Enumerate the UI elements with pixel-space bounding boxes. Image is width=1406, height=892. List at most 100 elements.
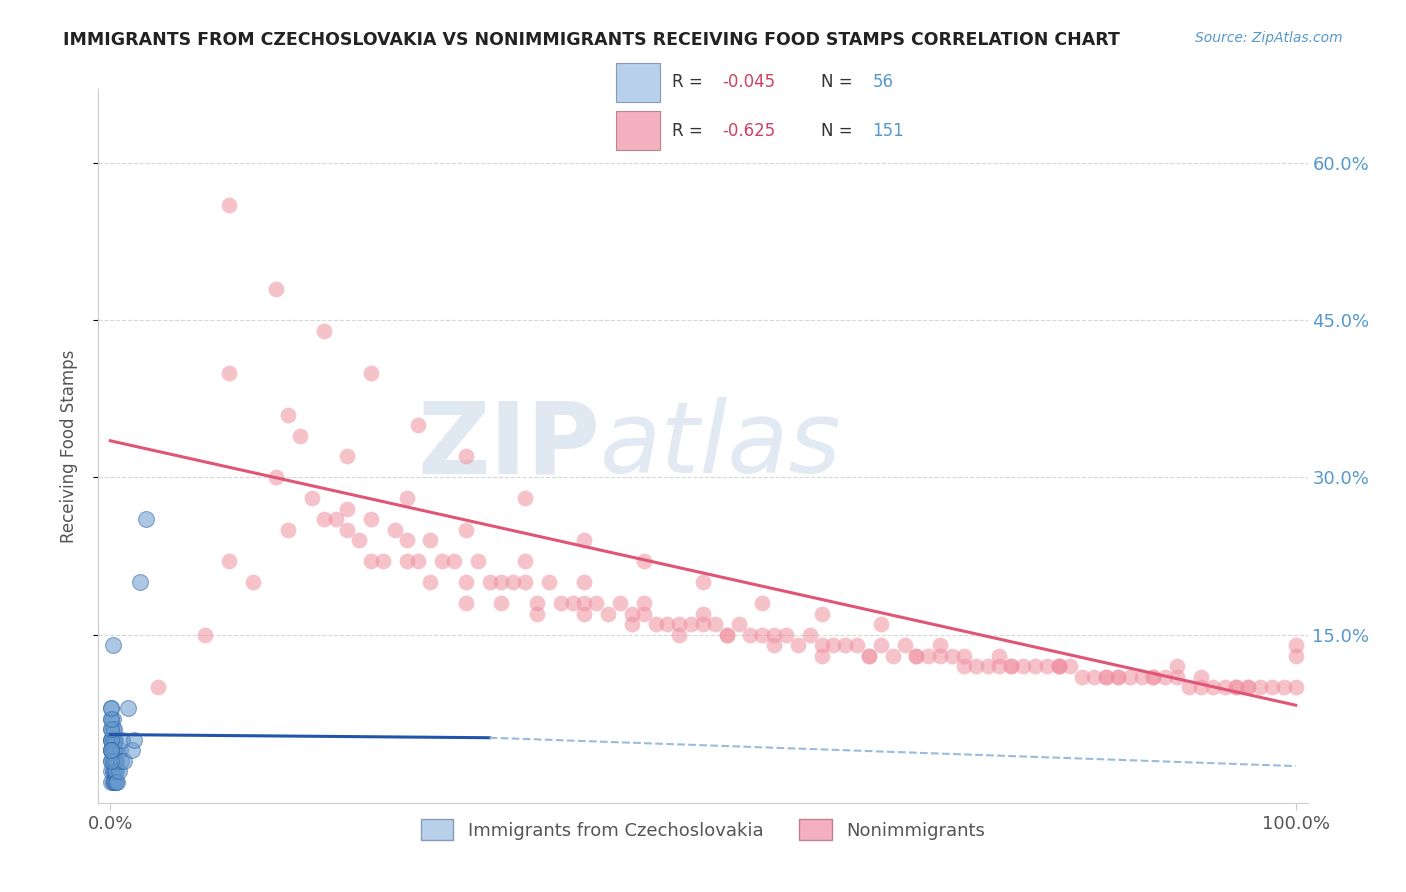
- Point: [104, 754, 127, 768]
- Point: [550, 596, 572, 610]
- Point: [371, 554, 394, 568]
- Point: [1107, 670, 1129, 684]
- Point: [1225, 681, 1247, 695]
- Point: [384, 523, 406, 537]
- Point: [432, 554, 454, 568]
- Point: [103, 743, 125, 757]
- Point: [111, 732, 134, 747]
- Point: [1024, 659, 1046, 673]
- Point: [454, 523, 477, 537]
- Y-axis label: Receiving Food Stamps: Receiving Food Stamps: [59, 350, 77, 542]
- Point: [515, 491, 537, 506]
- Point: [1107, 670, 1129, 684]
- Point: [277, 408, 299, 422]
- Point: [1189, 670, 1212, 684]
- Point: [1059, 659, 1081, 673]
- Point: [1047, 659, 1070, 673]
- Point: [1213, 681, 1236, 695]
- Text: IMMIGRANTS FROM CZECHOSLOVAKIA VS NONIMMIGRANTS RECEIVING FOOD STAMPS CORRELATIO: IMMIGRANTS FROM CZECHOSLOVAKIA VS NONIMM…: [63, 31, 1121, 49]
- Point: [858, 648, 880, 663]
- Point: [101, 743, 124, 757]
- Point: [1285, 681, 1308, 695]
- Point: [561, 596, 583, 610]
- Text: 151: 151: [872, 121, 904, 139]
- Point: [129, 575, 152, 590]
- Point: [1189, 681, 1212, 695]
- Point: [101, 732, 124, 747]
- Point: [905, 648, 928, 663]
- Point: [312, 324, 335, 338]
- Text: N =: N =: [821, 73, 858, 91]
- Point: [1285, 639, 1308, 653]
- Point: [620, 607, 643, 621]
- Text: R =: R =: [672, 121, 707, 139]
- Point: [1000, 659, 1022, 673]
- Point: [101, 732, 124, 747]
- Point: [104, 764, 127, 779]
- Point: [1142, 670, 1164, 684]
- Point: [644, 617, 666, 632]
- Point: [751, 628, 773, 642]
- Point: [117, 701, 139, 715]
- Point: [763, 628, 786, 642]
- Point: [823, 639, 845, 653]
- Point: [454, 575, 477, 590]
- Point: [395, 533, 418, 548]
- Point: [336, 523, 359, 537]
- Point: [110, 754, 132, 768]
- Point: [1095, 670, 1118, 684]
- Point: [1095, 670, 1118, 684]
- Point: [146, 681, 169, 695]
- Point: [515, 554, 537, 568]
- Point: [740, 628, 762, 642]
- Point: [100, 743, 122, 757]
- Point: [1083, 670, 1105, 684]
- Point: [1036, 659, 1059, 673]
- Point: [905, 648, 928, 663]
- Point: [395, 554, 418, 568]
- Point: [100, 743, 122, 757]
- Point: [101, 764, 124, 779]
- Point: [952, 659, 974, 673]
- Point: [288, 428, 311, 442]
- Point: [103, 743, 125, 757]
- Point: [218, 554, 240, 568]
- Point: [103, 754, 125, 768]
- Point: [454, 596, 477, 610]
- Point: [194, 628, 217, 642]
- Point: [103, 754, 125, 768]
- Point: [100, 764, 122, 779]
- Point: [882, 648, 904, 663]
- Point: [104, 743, 127, 757]
- Point: [100, 712, 122, 726]
- Point: [574, 575, 596, 590]
- Point: [976, 659, 998, 673]
- Point: [526, 607, 548, 621]
- Point: [810, 639, 832, 653]
- Point: [100, 732, 122, 747]
- Point: [264, 470, 287, 484]
- Point: [100, 754, 122, 768]
- Bar: [616, 112, 659, 150]
- Point: [1166, 670, 1188, 684]
- Point: [100, 712, 122, 726]
- Point: [1000, 659, 1022, 673]
- Point: [105, 754, 128, 768]
- Point: [104, 774, 127, 789]
- Point: [103, 732, 125, 747]
- Point: [395, 491, 418, 506]
- Point: [101, 639, 124, 653]
- Point: [786, 639, 808, 653]
- Point: [101, 712, 124, 726]
- Point: [443, 554, 465, 568]
- Point: [810, 648, 832, 663]
- Point: [775, 628, 797, 642]
- Point: [574, 533, 596, 548]
- Point: [1249, 681, 1271, 695]
- Point: [869, 639, 891, 653]
- Text: 56: 56: [872, 73, 893, 91]
- Point: [692, 607, 714, 621]
- Point: [716, 628, 738, 642]
- Point: [419, 533, 441, 548]
- Text: -0.625: -0.625: [723, 121, 776, 139]
